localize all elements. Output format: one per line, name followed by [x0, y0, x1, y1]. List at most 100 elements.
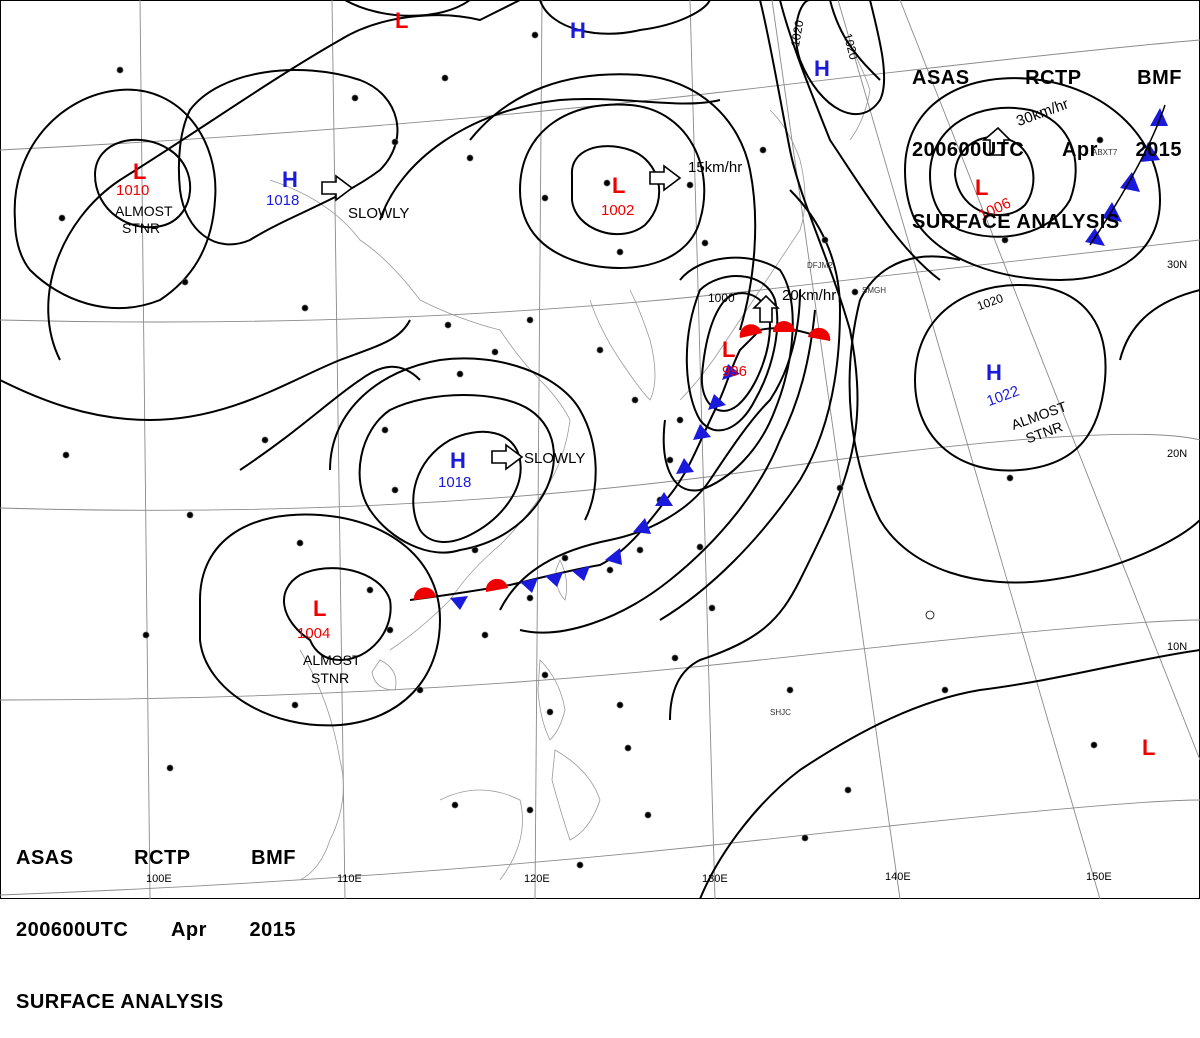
station-code: DFJM2: [807, 261, 833, 270]
header-year: 2015: [249, 919, 296, 941]
isobar: [659, 189, 842, 621]
isobar-label: 1020: [840, 32, 861, 62]
header-title: SURFACE ANALYSIS: [16, 991, 224, 1013]
high-symbol: H: [450, 448, 466, 473]
low-center-996: L 996 20km/hr: [722, 287, 836, 380]
isobar: [1119, 289, 1200, 361]
isobar-1000: [685, 275, 779, 432]
pressure-value: 1018: [438, 474, 471, 491]
graticule: [0, 0, 1200, 899]
isobar: [699, 649, 1200, 899]
pressure-value: 1010: [116, 182, 149, 199]
philippines-south: [551, 749, 601, 841]
high-center-1018-nw: H 1018 SLOWLY: [266, 167, 409, 222]
lon-label: 120E: [524, 873, 550, 885]
graticule-labels: 100E 110E 120E 130E 140E 150E 30N 20N 10…: [146, 259, 1187, 885]
header-center: RCTP: [134, 847, 191, 869]
pressure-centers: L 1010 ALMOST STNR H 1018 SLOWLY L 1002 …: [115, 8, 1155, 760]
header-time: 200600UTC: [16, 919, 129, 941]
motion-label: 15km/hr: [688, 159, 742, 176]
cold-front-triangles: [450, 108, 1168, 610]
isobar: [358, 394, 555, 554]
pressure-value: 1002: [601, 202, 634, 219]
arrow-east-icon: [321, 174, 354, 202]
isobar-1020: [913, 283, 1107, 472]
station-code: ABXT7: [1092, 148, 1118, 157]
meridian-150e: [837, 0, 1101, 899]
motion-label: SLOWLY: [524, 450, 585, 467]
parallel-20n: [0, 433, 1200, 511]
isobar: [519, 309, 816, 634]
motion-label: STNR: [311, 670, 349, 686]
philippines-luzon: [537, 659, 566, 741]
isobar-label: 1000: [708, 291, 735, 305]
isobar: [848, 255, 1200, 584]
high-symbol: H: [986, 360, 1002, 385]
station-code: SHJC: [770, 708, 791, 717]
isobar: [0, 319, 411, 422]
indochina-coast: [299, 649, 344, 881]
high-symbol: H: [814, 56, 830, 81]
header-code: BMF: [1137, 67, 1182, 89]
parallel-10n: [0, 619, 1200, 701]
isobar: [539, 0, 711, 35]
isobar: [662, 256, 794, 492]
low-symbol: L: [722, 337, 735, 362]
low-center-1010: L 1010 ALMOST STNR: [115, 159, 173, 236]
hainan-coast: [371, 659, 397, 691]
motion-label: 20km/hr: [782, 287, 836, 304]
station-codes: SMGH SHJC ABXT7 DFJM2: [770, 148, 1118, 717]
low-center-1002: L 1002 15km/hr: [601, 159, 742, 219]
isobar-label: 1020: [788, 19, 806, 48]
parallel-0: [0, 799, 1200, 896]
isobar: [13, 88, 217, 309]
low-symbol: L: [975, 175, 988, 200]
high-symbol: H: [570, 18, 586, 43]
isobar: [379, 97, 721, 221]
arrow-east-icon: [649, 164, 682, 192]
borneo-coast: [439, 789, 523, 881]
low-symbol: L: [1142, 735, 1155, 760]
isobar: [47, 0, 521, 361]
isobar: [570, 145, 661, 235]
header-center: RCTP: [1025, 67, 1082, 89]
korea-coast: [589, 289, 656, 401]
motion-arrows: [321, 126, 1012, 471]
header-product: ASAS: [912, 67, 970, 89]
meridian-120e: [534, 0, 543, 899]
isobar: [239, 365, 421, 471]
motion-label: ALMOST: [115, 203, 173, 219]
isobar: [518, 103, 706, 269]
isobar: [903, 77, 1162, 282]
pressure-value: 1004: [297, 625, 330, 642]
header-time: 200600UTC: [912, 139, 1025, 161]
isobar: [283, 567, 392, 662]
arrow-ne-icon: [752, 294, 780, 323]
isobar: [344, 0, 471, 17]
parallel-40n: [0, 39, 1200, 151]
header-product: ASAS: [16, 847, 74, 869]
isobar: [953, 135, 1035, 216]
warm-front-semicircles: [413, 321, 831, 600]
header-month: Apr: [1061, 139, 1098, 161]
motion-label: SLOWLY: [348, 205, 409, 222]
high-center-1018-center: H 1018 SLOWLY: [438, 448, 585, 491]
lat-label: 30N: [1167, 259, 1187, 271]
header-title: SURFACE ANALYSIS: [912, 211, 1120, 233]
isobar: [329, 357, 597, 521]
lon-label: 150E: [1086, 871, 1112, 883]
pressure-value: 1018: [266, 192, 299, 209]
isobar: [928, 106, 1077, 238]
meridian-140e: [771, 0, 901, 899]
low-symbol: L: [313, 596, 326, 621]
fronts: [409, 104, 1168, 610]
lat-label: 20N: [1167, 448, 1187, 460]
low-center-1004: L 1004 ALMOST STNR: [297, 596, 361, 686]
coastlines: [269, 29, 871, 881]
station-plots: [58, 31, 1104, 869]
china-coast: [269, 179, 571, 651]
parallel-30n: [0, 239, 1200, 323]
low-symbol: L: [395, 8, 408, 33]
lon-label: 130E: [702, 873, 728, 885]
pressure-value: 996: [722, 363, 747, 380]
